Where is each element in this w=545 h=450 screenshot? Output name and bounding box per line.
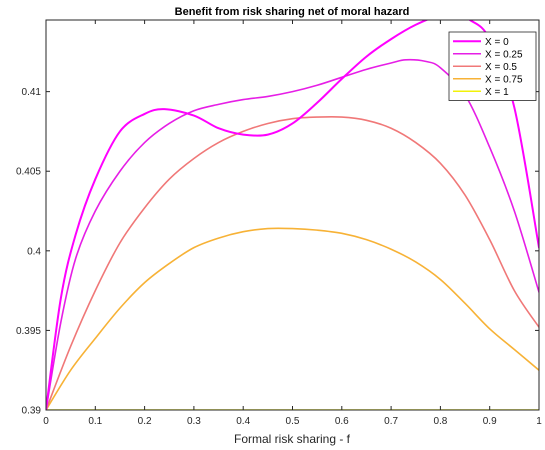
legend-label-1: X = 0.25: [485, 49, 523, 60]
legend-label-3: X = 0.75: [485, 74, 523, 85]
x-tick-label: 0.3: [187, 416, 201, 427]
x-tick-label: 0.5: [286, 416, 300, 427]
x-tick-label: 0.4: [236, 416, 250, 427]
x-tick-label: 0.6: [335, 416, 349, 427]
y-tick-label: 0.4: [27, 246, 41, 257]
x-axis-label: Formal risk sharing - f: [234, 432, 351, 446]
x-tick-label: 1: [536, 416, 542, 427]
series-line-3: [46, 227, 539, 410]
legend: X = 0X = 0.25 X = 0.5X = 0.75 X = 1: [448, 31, 537, 101]
series-line-0: [46, 20, 539, 410]
ticks-layer: 0 0.1 0.2 0.3 0.4 0.5 0.6 0.7 0.8 0.9 1 0.39 0.395 0.…: [16, 20, 542, 427]
x-tick-label: 0: [43, 416, 49, 427]
x-tick-label: 0.2: [138, 416, 152, 427]
legend-label-0: X = 0: [485, 37, 509, 48]
x-tick-label: 0.1: [88, 416, 102, 427]
x-tick-label: 0.9: [483, 416, 497, 427]
y-tick-label: 0.41: [22, 87, 42, 98]
y-tick-label: 0.39: [22, 406, 42, 417]
series-line-2: [46, 115, 539, 410]
x-tick-label: 0.7: [384, 416, 398, 427]
legend-label-4: X = 1: [485, 87, 509, 98]
legend-label-2: X = 0.5: [485, 62, 517, 73]
y-tick-label: 0.395: [16, 326, 41, 337]
chart-title: Benefit from risk sharing net of moral h…: [175, 6, 410, 18]
x-tick-label: 0.8: [433, 416, 447, 427]
y-tick-label: 0.405: [16, 167, 41, 178]
